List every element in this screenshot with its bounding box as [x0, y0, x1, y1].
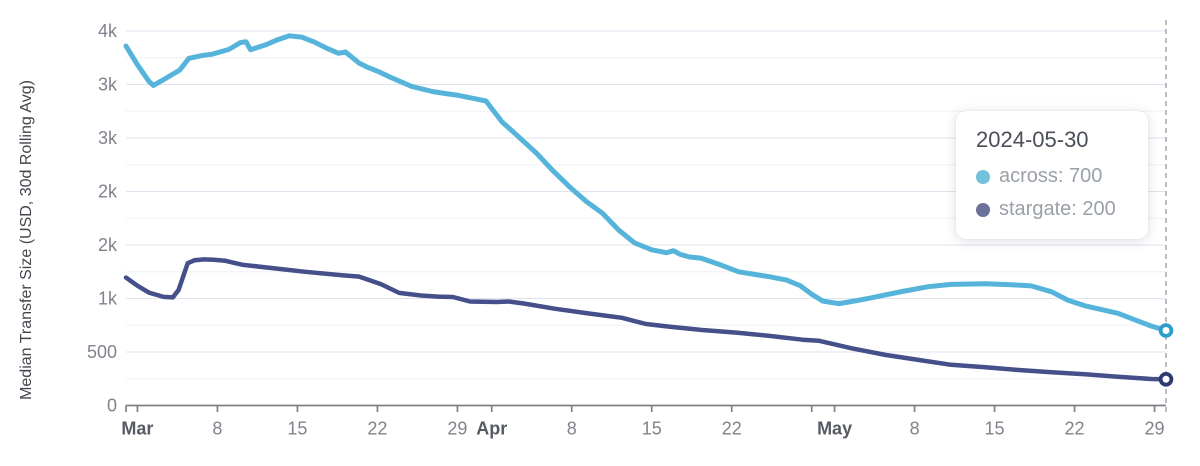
tooltip-row-stargate: stargate: 200	[976, 198, 1128, 221]
tooltip-row-text: stargate: 200	[999, 198, 1116, 220]
across-line[interactable]	[123, 33, 1169, 333]
x-tick-label: 29	[1145, 419, 1165, 439]
stargate-line[interactable]	[123, 257, 1169, 382]
x-tick-label: 15	[985, 419, 1005, 439]
tooltip-rows: across: 700 stargate: 200	[976, 165, 1128, 221]
y-tick-label: 2k	[98, 182, 118, 202]
x-tick-label: 29	[447, 419, 467, 439]
x-tick-label: 15	[287, 419, 307, 439]
x-tick-label: 22	[722, 419, 742, 439]
x-tick-label: Mar	[121, 419, 153, 439]
x-tick-label: 8	[212, 419, 222, 439]
x-tick-label: 8	[910, 419, 920, 439]
tooltip-row-across: across: 700	[976, 165, 1128, 188]
tooltip-row-text: across: 700	[999, 165, 1103, 187]
y-tick-label: 4k	[98, 21, 118, 41]
x-tick-label: May	[817, 419, 852, 439]
y-tick-label: 1k	[98, 289, 118, 309]
y-tick-label: 3k	[98, 75, 118, 95]
x-tick-label: 8	[567, 419, 577, 439]
x-tick-label: 22	[1065, 419, 1085, 439]
stargate-legend-dot-icon	[976, 202, 990, 217]
x-tick-label: 22	[367, 419, 387, 439]
across-legend-dot-icon	[976, 169, 990, 184]
tooltip-date: 2024-05-30	[976, 127, 1089, 152]
y-tick-label: 0	[107, 396, 117, 416]
stargate-end-marker	[1158, 371, 1174, 387]
x-tick-label: Apr	[476, 419, 507, 439]
across-end-marker	[1158, 323, 1174, 338]
y-tick-label: 3k	[98, 128, 118, 148]
x-tick-label: 15	[642, 419, 662, 439]
y-tick-label: 2k	[98, 235, 118, 255]
y-tick-label: 500	[87, 342, 117, 362]
tooltip: 2024-05-30 across: 700 stargate: 200	[956, 111, 1148, 239]
y-axis-title: Median Transfer Size (USD, 30d Rolling A…	[18, 80, 35, 400]
